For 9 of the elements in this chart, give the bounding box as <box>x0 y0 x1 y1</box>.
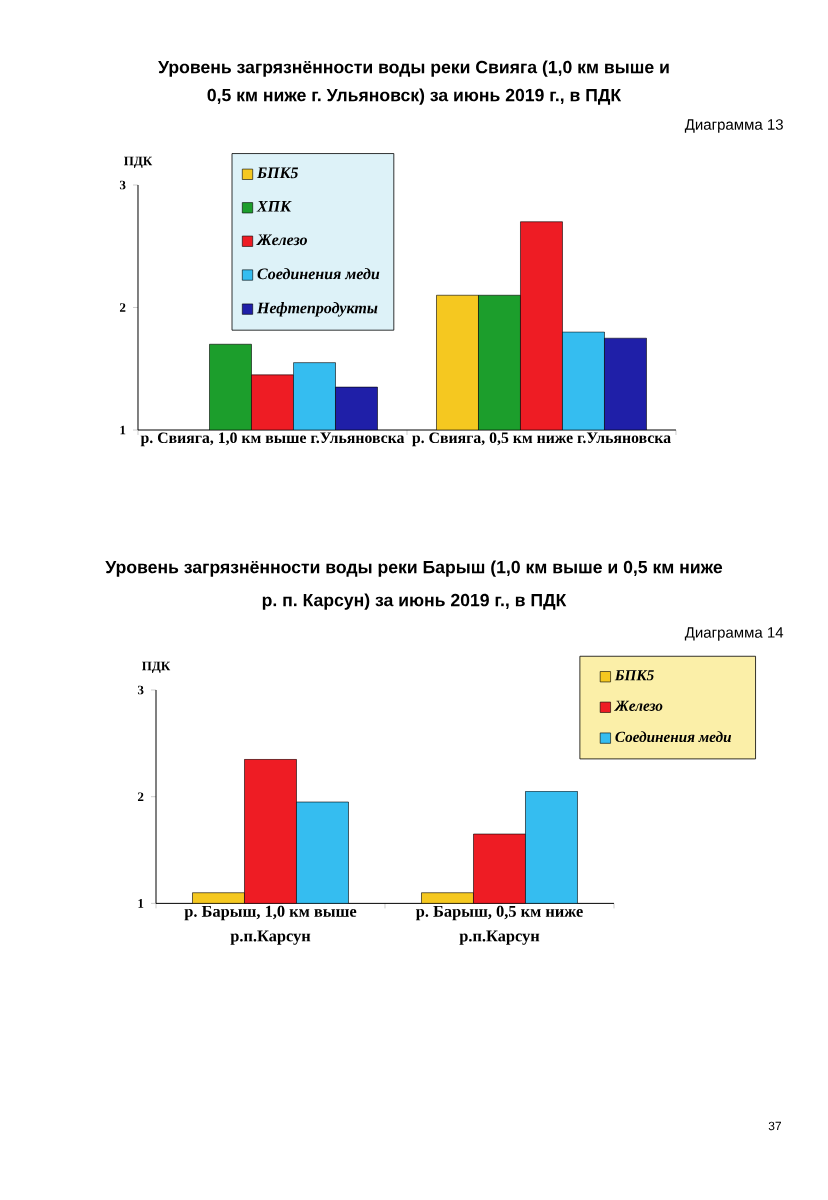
chart-title: Уровень загрязнённости воды реки Свияга (1,0 км выше и 0,5 км ниже г. Ульяновск) за июнь 2019 г., в ПДК <box>158 60 669 105</box>
legend-label: БПК5 <box>256 167 299 179</box>
x-tick-label: р. Барыш, 1,0 км выше р.п.Карсун <box>184 905 357 945</box>
legend-label: ХПК <box>256 201 292 212</box>
chart-title: Уровень загрязнённости воды реки Барыш (1,0 км выше и 0,5 км ниже р. п. Карсун) за июнь 2019 г., в ПДК <box>105 560 723 610</box>
legend-label: Железо <box>256 234 307 246</box>
legend-label: Нефтепродукты <box>256 302 378 317</box>
legend-label: Соединения меди <box>257 267 380 280</box>
x-tick-label: р. Барыш, 0,5 км ниже р.п.Карсун <box>415 905 583 945</box>
